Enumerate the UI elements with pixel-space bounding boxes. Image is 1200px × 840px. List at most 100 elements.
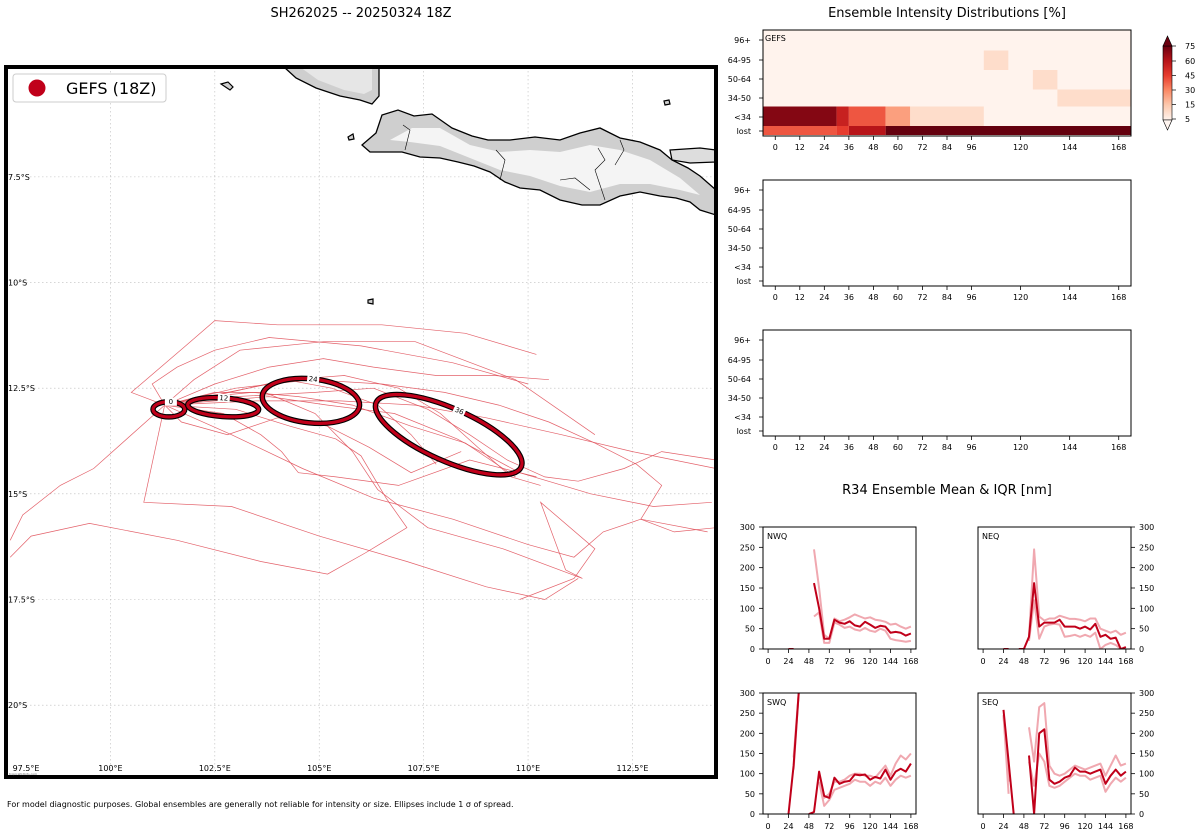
heatmap-cell — [885, 126, 1131, 135]
r34-x-tick: 144 — [1098, 822, 1113, 831]
r34-y-tick: 50 — [1139, 625, 1149, 634]
ensemble-track — [164, 404, 708, 558]
map-lon-label: 102.5°E — [199, 764, 231, 773]
heatmap-x-tick: 96 — [966, 443, 976, 452]
r34-panel-seq: SEQ 0 50 100 150 200 250 300 0 24 48 72 96 120 144 168 — [977, 689, 1154, 831]
map-lat-label: 17.5°S — [8, 596, 35, 605]
heatmap-x-tick: 84 — [942, 143, 952, 152]
ensemble-track — [9, 404, 408, 575]
heatmap-row-label: 34-50 — [728, 94, 751, 103]
intensity-colorbar: 75 60 45 30 15 5 — [1162, 35, 1195, 131]
map-tick-labels: 97.5°E 100°E 102.5°E 105°E 107.5°E 110°E 112.5… — [8, 173, 648, 773]
r34-quadrant-label: SEQ — [982, 698, 998, 707]
r34-y-tick: 100 — [740, 604, 755, 613]
heatmap-x-tick: 96 — [966, 143, 976, 152]
r34-y-tick: 200 — [1139, 564, 1154, 573]
r34-x-tick: 72 — [1039, 822, 1049, 831]
r34-x-tick: 24 — [998, 657, 1008, 666]
r34-y-tick: 250 — [740, 543, 755, 552]
r34-frame — [762, 692, 917, 815]
ensemble-track — [164, 358, 549, 406]
heatmap-x-tick: 0 — [773, 143, 778, 152]
r34-y-tick: 300 — [1139, 689, 1154, 698]
r34-x-tick: 120 — [862, 822, 877, 831]
ensemble-track — [164, 387, 716, 482]
ellipse-hour-label: 0 — [169, 398, 173, 406]
heatmap-row-label: <34 — [734, 263, 751, 272]
heatmap-row-label: lost — [737, 427, 751, 436]
watermark: tropicaltidbits.com — [9, 772, 37, 776]
r34-frame — [977, 692, 1132, 815]
colorbar-tick: 45 — [1185, 72, 1195, 81]
map-lat-label: 12.5°S — [8, 384, 35, 393]
map-frame — [4, 65, 718, 779]
colorbar-min-arrow — [1162, 119, 1173, 131]
r34-x-tick: 96 — [845, 822, 855, 831]
ellipse-hour-label: 24 — [308, 375, 318, 384]
heatmap-row-label: 96+ — [734, 186, 751, 195]
heatmap-row-label: 96+ — [734, 336, 751, 345]
r34-panel-swq: SWQ 0 50 100 150 200 250 300 0 24 48 72 96 120 144 168 — [740, 689, 919, 831]
heatmap-x-tick: 60 — [893, 293, 903, 302]
ensemble-track — [164, 392, 596, 600]
r34-panel-neq: NEQ 0 50 100 150 200 250 300 0 24 48 72 96 120 144 168 — [977, 523, 1154, 666]
r34-x-tick: 72 — [1039, 657, 1049, 666]
heatmap-x-tick: 12 — [795, 143, 805, 152]
heatmap-x-tick: 144 — [1062, 443, 1077, 452]
r34-x-tick: 24 — [783, 657, 793, 666]
r34-y-tick: 150 — [740, 584, 755, 593]
heatmap-cell — [910, 106, 984, 126]
colorbar-tick: 75 — [1185, 42, 1195, 51]
forecast-ellipse: 0 — [150, 397, 188, 420]
heatmap-row-label: 50-64 — [728, 225, 751, 234]
ensemble-track — [143, 405, 579, 600]
heatmap-row-label: 64-95 — [728, 206, 751, 215]
intensity-title: Ensemble Intensity Distributions [%] — [828, 6, 1066, 21]
map-lat-label: 15°S — [8, 490, 27, 499]
r34-y-tick: 250 — [740, 709, 755, 718]
ensemble-track — [151, 337, 529, 406]
map-lon-label: 100°E — [98, 764, 122, 773]
r34-y-tick: 200 — [740, 564, 755, 573]
r34-x-tick: 0 — [766, 657, 771, 666]
heatmap-row-label: lost — [737, 277, 751, 286]
r34-y-tick: 250 — [1139, 543, 1154, 552]
heatmap-row-label: 34-50 — [728, 394, 751, 403]
heatmap-x-tick: 120 — [1013, 443, 1028, 452]
heatmap-x-tick: 168 — [1111, 443, 1126, 452]
heatmap-x-tick: 144 — [1062, 143, 1077, 152]
r34-x-tick: 0 — [766, 822, 771, 831]
heatmap-x-tick: 12 — [795, 293, 805, 302]
forecast-ellipse: 36 — [372, 391, 525, 478]
map-lon-label: 107.5°E — [408, 764, 440, 773]
r34-x-tick: 48 — [804, 822, 814, 831]
r34-x-tick: 24 — [998, 822, 1008, 831]
heatmap-x-tick: 36 — [844, 293, 854, 302]
r34-y-tick: 100 — [1139, 604, 1154, 613]
r34-x-tick: 0 — [981, 822, 986, 831]
heatmap-cell — [836, 126, 849, 135]
ensemble-track — [164, 341, 596, 435]
ensemble-track — [164, 404, 537, 486]
r34-y-tick: 100 — [740, 770, 755, 779]
heatmap-x-tick: 72 — [917, 293, 927, 302]
colorbar-tick: 15 — [1185, 101, 1195, 110]
r34-quadrant-label: NWQ — [767, 532, 787, 541]
r34-title: R34 Ensemble Mean & IQR [nm] — [842, 483, 1052, 498]
colorbar-tick: 30 — [1185, 86, 1195, 95]
heatmap-x-tick: 48 — [868, 293, 878, 302]
r34-x-tick: 72 — [824, 657, 834, 666]
r34-mean-line — [1003, 582, 1127, 649]
r34-quadrant-label: SWQ — [767, 698, 786, 707]
heatmap-row-label: <34 — [734, 413, 751, 422]
heatmap-frame — [762, 179, 1132, 287]
r34-iqr-lower — [813, 611, 912, 644]
heatmap-x-tick: 24 — [819, 293, 829, 302]
r34-mean-line — [1002, 709, 1127, 814]
r34-x-tick: 120 — [1077, 657, 1092, 666]
r34-x-tick: 48 — [1019, 657, 1029, 666]
r34-y-tick: 50 — [745, 790, 755, 799]
heatmap-row-label: 96+ — [734, 36, 751, 45]
